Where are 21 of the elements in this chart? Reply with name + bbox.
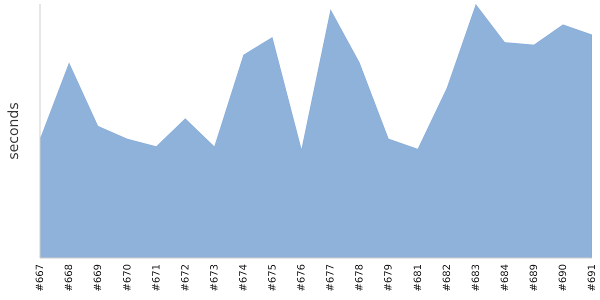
x-tick-label: #691 [587, 264, 598, 292]
x-tick-label: #676 [296, 264, 308, 292]
x-tick-label: #671 [151, 264, 162, 292]
x-tick-label: #684 [500, 264, 511, 292]
x-tick-label: #668 [64, 264, 76, 292]
x-tick-label: #675 [268, 264, 279, 292]
x-tick-label: #678 [354, 264, 366, 292]
x-tick-label: #669 [93, 264, 104, 292]
x-tick-label: #679 [384, 264, 395, 292]
x-tick-label: #667 [35, 264, 46, 292]
x-tick-label: #683 [470, 264, 482, 292]
x-tick-label: #677 [326, 264, 337, 292]
x-tick-label: #681 [412, 264, 424, 292]
y-axis-title: seconds [6, 102, 22, 160]
x-tick-label: #689 [528, 264, 540, 292]
x-tick-label: #674 [238, 264, 250, 292]
x-tick-label: #670 [122, 264, 134, 292]
x-tick-label: #672 [180, 264, 192, 292]
x-tick-label: #690 [558, 264, 570, 292]
x-tick-label: #682 [442, 264, 453, 292]
x-tick-label: #673 [209, 264, 220, 292]
